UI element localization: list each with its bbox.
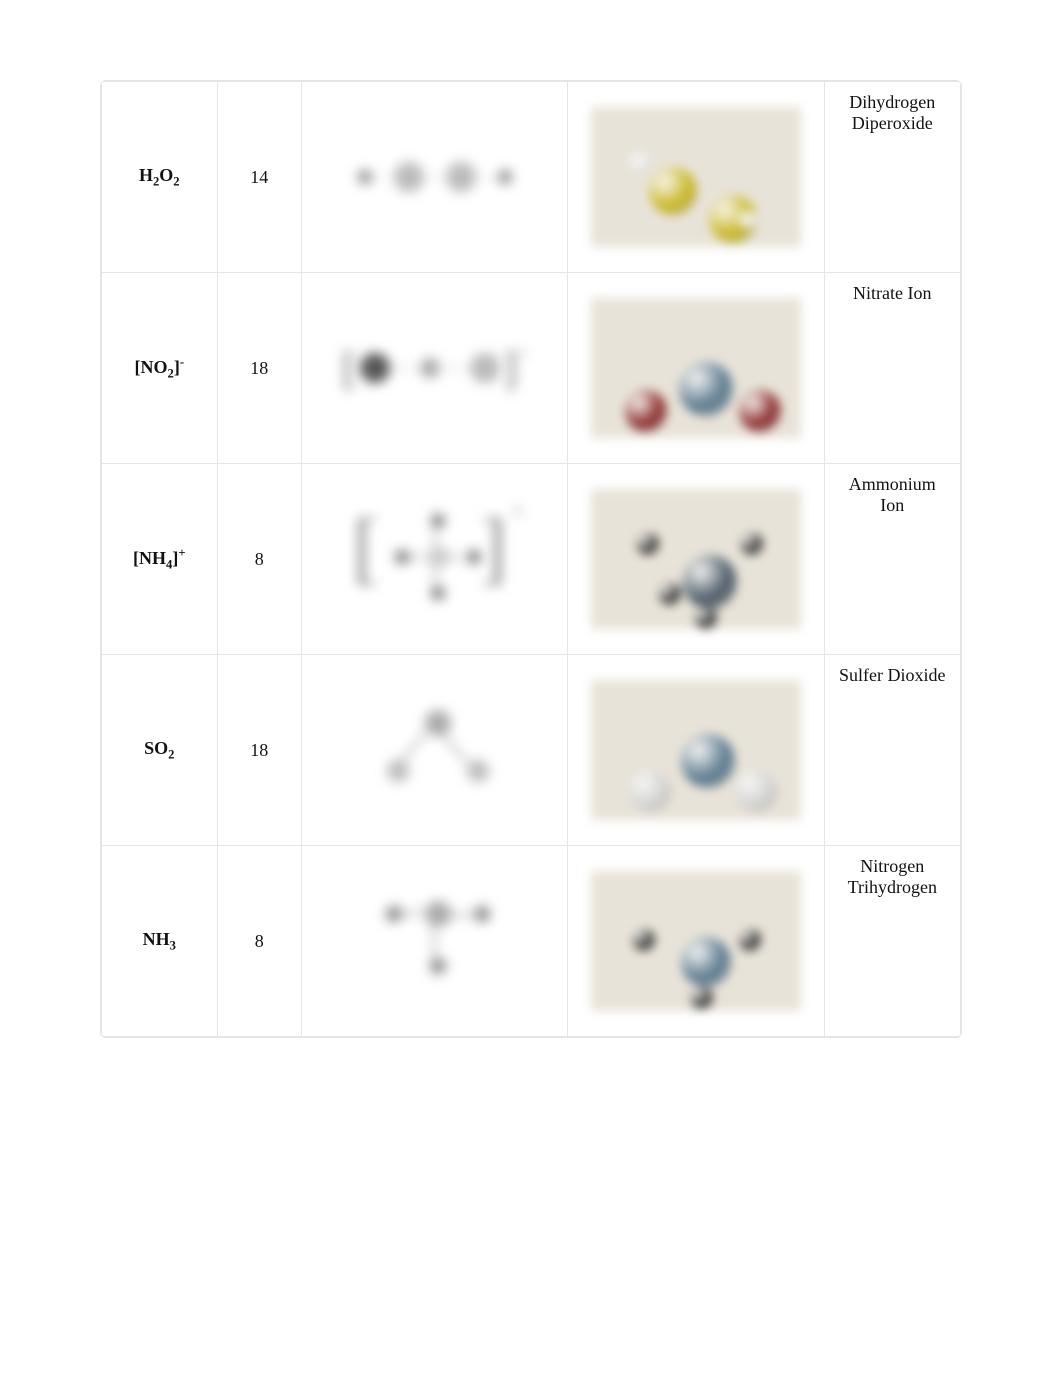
model-photo bbox=[591, 871, 801, 1011]
photo-cell bbox=[568, 655, 824, 846]
compound-name-cell: Nitrate Ion bbox=[824, 273, 960, 464]
photo-cell bbox=[568, 464, 824, 655]
photo-cell bbox=[568, 82, 824, 273]
compound-name-cell: Dihydrogen Diperoxide bbox=[824, 82, 960, 273]
photo-cell bbox=[568, 846, 824, 1037]
formula-cell: H2O2 bbox=[102, 82, 218, 273]
formula-cell: SO2 bbox=[102, 655, 218, 846]
model-photo bbox=[591, 107, 801, 247]
lewis-cell: ––– bbox=[301, 82, 568, 273]
lewis-structure: [——]− bbox=[342, 343, 527, 394]
lewis-structure: []+ bbox=[345, 497, 525, 617]
model-photo bbox=[591, 298, 801, 438]
lewis-cell: []+ bbox=[301, 464, 568, 655]
electron-count-cell: 8 bbox=[217, 846, 301, 1037]
electron-count-cell: 8 bbox=[217, 464, 301, 655]
electron-count-cell: 18 bbox=[217, 273, 301, 464]
table-row: [NH4]+8 []+ Ammonium Ion bbox=[102, 464, 961, 655]
lewis-cell bbox=[301, 846, 568, 1037]
compound-name-cell: Ammonium Ion bbox=[824, 464, 960, 655]
table-body: H2O214–––Dihydrogen Diperoxide[NO2]-18[—… bbox=[102, 82, 961, 1037]
formula-cell: [NH4]+ bbox=[102, 464, 218, 655]
photo-cell bbox=[568, 273, 824, 464]
lewis-cell: [——]− bbox=[301, 273, 568, 464]
table-row: NH38 Nitrogen Trihydrogen bbox=[102, 846, 961, 1037]
formula-cell: NH3 bbox=[102, 846, 218, 1037]
electron-count-cell: 14 bbox=[217, 82, 301, 273]
lewis-cell bbox=[301, 655, 568, 846]
lewis-structure bbox=[355, 884, 515, 994]
compound-name-cell: Nitrogen Trihydrogen bbox=[824, 846, 960, 1037]
model-photo bbox=[591, 489, 801, 629]
chemistry-table: H2O214–––Dihydrogen Diperoxide[NO2]-18[—… bbox=[100, 80, 962, 1038]
formula-cell: [NO2]- bbox=[102, 273, 218, 464]
table-row: SO218 Sulfer Dioxide bbox=[102, 655, 961, 846]
model-photo bbox=[591, 680, 801, 820]
molecules-table: H2O214–––Dihydrogen Diperoxide[NO2]-18[—… bbox=[101, 81, 961, 1037]
electron-count-cell: 18 bbox=[217, 655, 301, 846]
compound-name-cell: Sulfer Dioxide bbox=[824, 655, 960, 846]
lewis-structure: ––– bbox=[355, 162, 515, 192]
lewis-structure bbox=[355, 693, 515, 803]
table-row: [NO2]-18 [——]− Nitrate Ion bbox=[102, 273, 961, 464]
table-row: H2O214 ––– Dihydrogen Diperoxide bbox=[102, 82, 961, 273]
